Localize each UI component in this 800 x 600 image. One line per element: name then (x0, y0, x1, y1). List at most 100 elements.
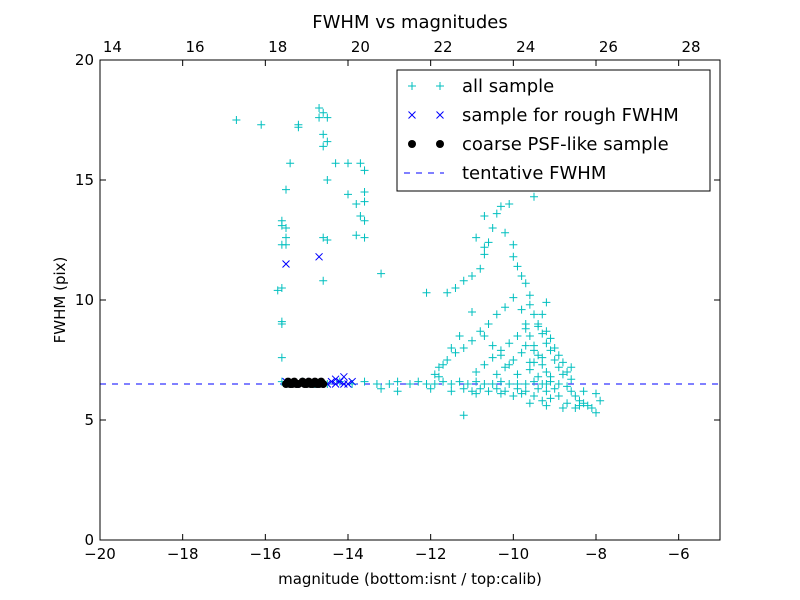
all-sample-point (488, 380, 497, 388)
legend-marker-icon (408, 140, 416, 148)
all-sample-point (546, 334, 555, 343)
all-sample-point (542, 339, 551, 348)
plot-area (99, 59, 721, 541)
all-sample-point (352, 231, 361, 240)
all-sample-point (459, 384, 468, 393)
rough-fwhm-point (327, 377, 336, 386)
all-sample-point (550, 384, 559, 393)
rough-fwhm-point (282, 260, 290, 268)
top-tick-label: 22 (434, 38, 453, 56)
all-sample-point (534, 384, 543, 393)
top-tick-label: 20 (351, 38, 370, 56)
all-sample-point (596, 396, 605, 405)
all-sample-point (434, 372, 443, 381)
all-sample-point (517, 305, 526, 314)
all-sample-point (505, 200, 514, 208)
rough-fwhm-point (315, 252, 323, 261)
all-sample-point (273, 286, 282, 295)
all-sample-point (447, 344, 456, 352)
all-sample-point (501, 387, 510, 396)
all-sample-point (505, 380, 514, 388)
all-sample-point (521, 324, 530, 333)
all-sample-point (447, 380, 456, 388)
y-tick-label: 10 (75, 291, 94, 309)
all-sample-point (542, 387, 551, 396)
all-sample-point (509, 252, 518, 261)
x-tick-label: −18 (167, 545, 199, 563)
top-tick-label: 24 (516, 38, 535, 56)
all-sample-point (538, 310, 547, 319)
all-sample-point (315, 104, 324, 112)
all-sample-point (530, 377, 538, 386)
all-sample-point (542, 401, 551, 410)
chart-title: FWHM vs magnitudes (312, 12, 507, 33)
all-sample-point (319, 108, 328, 117)
all-sample-point (538, 396, 547, 405)
all-sample-point (377, 269, 386, 278)
top-tick-label: 28 (682, 38, 701, 56)
all-sample-point (525, 332, 534, 340)
all-sample-point (443, 288, 452, 297)
all-sample-point (360, 197, 369, 206)
all-sample-point (360, 233, 369, 242)
legend-label: sample for rough FWHM (462, 105, 679, 126)
all-sample-point (372, 380, 381, 388)
y-tick-label: 20 (75, 51, 94, 69)
all-sample-point (319, 130, 328, 139)
all-sample-point (480, 380, 489, 388)
all-sample-point (443, 356, 452, 364)
all-sample-point (513, 262, 522, 271)
top-tick-label: 18 (268, 38, 287, 56)
all-sample-point (554, 351, 563, 360)
all-sample-point (488, 341, 497, 350)
x-axis-bottom: −20 −18 −16 −14 −12 −10 −8 −6 (84, 60, 690, 563)
all-sample-point (587, 404, 596, 412)
all-sample-point (550, 344, 559, 352)
all-sample-point (567, 375, 576, 384)
all-sample-point (344, 159, 352, 168)
all-sample-point (567, 363, 576, 372)
legend-entry: tentative FWHM (404, 163, 606, 184)
legend-marker-icon (436, 82, 444, 90)
all-sample-point (484, 320, 493, 328)
all-sample-point (538, 360, 547, 369)
all-sample-point (513, 332, 522, 340)
all-sample-point (282, 224, 290, 232)
all-sample-point (319, 142, 328, 151)
all-sample-point (521, 387, 530, 396)
legend-entries: all sample sample for rough FWHM coarse PS… (404, 76, 679, 184)
all-sample-point (521, 380, 530, 388)
all-sample-point (550, 356, 559, 364)
all-sample-point (530, 346, 538, 355)
y-axis: 0 5 10 15 20 (75, 51, 720, 549)
all-sample-point (501, 363, 510, 372)
x-axis-top: 14 16 18 20 22 24 26 28 (103, 38, 701, 56)
all-sample-point (517, 389, 526, 398)
rough-fwhm-point (344, 380, 352, 388)
all-sample-point (315, 113, 324, 122)
all-sample-point (542, 380, 551, 388)
all-sample-point (546, 346, 555, 355)
all-sample-point (319, 276, 328, 285)
all-sample-point (282, 185, 290, 194)
all-sample-point (451, 284, 460, 292)
all-sample-point (496, 202, 505, 211)
all-sample-point (525, 358, 534, 367)
all-sample-point (563, 399, 572, 408)
legend-label: tentative FWHM (462, 163, 606, 184)
top-tick-label: 26 (599, 38, 618, 56)
all-sample-point (554, 392, 563, 400)
all-sample-point (530, 192, 538, 201)
all-sample-point (480, 250, 489, 259)
all-sample-point (468, 387, 476, 396)
all-sample-point (492, 209, 501, 218)
all-sample-point (513, 384, 522, 393)
all-sample-point (534, 372, 543, 381)
all-sample-point (583, 401, 592, 410)
all-sample-point (517, 348, 526, 357)
legend-entry: sample for rough FWHM (408, 105, 679, 126)
all-sample-point (319, 233, 328, 242)
all-sample-point (530, 392, 538, 400)
all-sample-point (439, 360, 448, 369)
all-sample-point (492, 384, 501, 393)
